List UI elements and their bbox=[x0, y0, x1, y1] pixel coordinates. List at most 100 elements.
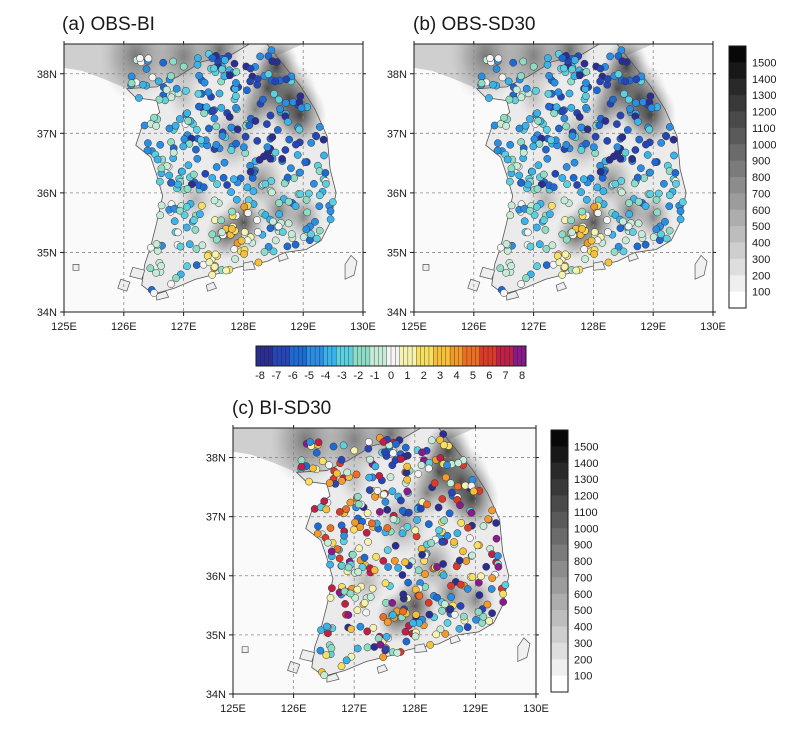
station-marker bbox=[526, 242, 535, 251]
difference-color-swatch bbox=[475, 345, 481, 367]
station-marker bbox=[335, 554, 344, 563]
station-marker bbox=[156, 140, 165, 149]
lon-label: 126E bbox=[461, 321, 487, 333]
island bbox=[414, 643, 428, 654]
station-marker bbox=[440, 516, 448, 525]
station-marker bbox=[464, 523, 472, 532]
station-marker bbox=[266, 154, 275, 163]
station-marker bbox=[479, 522, 488, 530]
station-marker bbox=[601, 117, 610, 125]
station-marker bbox=[268, 133, 277, 141]
station-marker bbox=[341, 600, 349, 608]
lat-label: 37N bbox=[387, 128, 407, 140]
station-marker bbox=[320, 151, 328, 160]
station-marker bbox=[657, 139, 666, 147]
station-marker bbox=[456, 501, 464, 510]
difference-color-swatch bbox=[268, 345, 274, 367]
station-marker bbox=[375, 508, 384, 516]
station-marker bbox=[353, 585, 362, 594]
island bbox=[277, 251, 289, 262]
station-marker bbox=[175, 115, 184, 123]
station-marker bbox=[282, 75, 291, 84]
difference-color-swatch bbox=[517, 345, 523, 367]
difference-color-swatch bbox=[255, 345, 261, 367]
station-marker bbox=[193, 60, 202, 69]
station-marker bbox=[403, 451, 412, 460]
station-marker bbox=[403, 475, 412, 484]
station-marker bbox=[295, 125, 304, 134]
station-marker bbox=[222, 266, 231, 275]
station-marker bbox=[504, 77, 513, 86]
station-marker bbox=[292, 140, 300, 149]
elevation-color-swatch bbox=[551, 610, 568, 628]
elevation-color-swatch bbox=[551, 659, 568, 677]
difference-color-swatch bbox=[487, 345, 493, 367]
elevation-color-swatch bbox=[551, 462, 568, 480]
station-marker bbox=[503, 155, 512, 164]
station-marker bbox=[624, 95, 633, 104]
station-marker bbox=[326, 524, 335, 532]
station-marker bbox=[654, 189, 663, 198]
elevation-colorbar-label: 1400 bbox=[574, 458, 598, 470]
station-marker bbox=[423, 500, 431, 509]
station-marker bbox=[512, 85, 521, 94]
difference-color-swatch bbox=[331, 345, 337, 367]
station-marker bbox=[524, 228, 532, 237]
station-marker bbox=[436, 454, 445, 462]
station-marker bbox=[603, 228, 612, 236]
difference-colorbar-label: 7 bbox=[503, 370, 509, 382]
station-marker bbox=[474, 578, 483, 587]
difference-color-swatch bbox=[513, 345, 519, 367]
station-marker bbox=[560, 262, 569, 271]
station-marker bbox=[507, 201, 516, 210]
elevation-colorbar-label: 1200 bbox=[574, 491, 598, 503]
difference-color-swatch bbox=[361, 345, 367, 367]
difference-color-swatch bbox=[319, 345, 324, 367]
difference-colorbar-label: -6 bbox=[288, 370, 298, 382]
station-marker bbox=[251, 117, 260, 125]
station-marker bbox=[383, 546, 392, 554]
difference-colorbar-label: -5 bbox=[304, 370, 314, 382]
station-marker bbox=[616, 111, 625, 120]
panel-a-map: (a) OBS-BI 125E 126E 127E 128E 129E 130E 34N 35… bbox=[37, 14, 376, 333]
elevation-colorbar-label: 1200 bbox=[752, 107, 776, 119]
station-marker bbox=[244, 209, 252, 217]
lat-label: 38N bbox=[387, 69, 407, 81]
station-marker bbox=[543, 154, 552, 163]
station-marker bbox=[603, 80, 612, 89]
station-marker bbox=[293, 151, 302, 159]
station-marker bbox=[468, 573, 477, 581]
lon-label: 126E bbox=[281, 703, 307, 715]
station-marker bbox=[558, 271, 567, 279]
station-marker bbox=[310, 505, 319, 513]
station-marker bbox=[135, 94, 143, 102]
island bbox=[376, 663, 389, 674]
lat-label: 35N bbox=[387, 247, 407, 259]
station-marker bbox=[617, 188, 626, 197]
station-marker bbox=[501, 581, 510, 589]
elevation-color-swatch bbox=[729, 127, 746, 145]
station-marker bbox=[637, 164, 645, 173]
station-marker bbox=[201, 169, 210, 178]
station-marker bbox=[284, 197, 293, 206]
station-marker bbox=[183, 109, 192, 118]
panel-c-map: (c) BI-SD30 125E 126E 127E 128E 129E 130E 34N 3… bbox=[206, 398, 549, 715]
difference-colorbar-label: 4 bbox=[453, 370, 459, 382]
station-marker bbox=[276, 105, 284, 113]
station-marker bbox=[305, 477, 313, 486]
station-marker bbox=[529, 142, 538, 151]
station-marker bbox=[398, 529, 407, 538]
difference-color-swatch bbox=[390, 345, 396, 367]
station-marker bbox=[259, 95, 267, 104]
elevation-colorbar-label: 400 bbox=[574, 622, 592, 634]
station-marker bbox=[497, 243, 505, 252]
station-marker bbox=[368, 584, 377, 593]
station-marker bbox=[322, 622, 331, 631]
station-marker bbox=[509, 58, 518, 67]
difference-color-swatch bbox=[378, 345, 384, 367]
station-marker bbox=[307, 139, 316, 147]
station-marker bbox=[303, 208, 312, 217]
difference-color-swatch bbox=[335, 345, 341, 367]
station-marker bbox=[263, 120, 271, 128]
